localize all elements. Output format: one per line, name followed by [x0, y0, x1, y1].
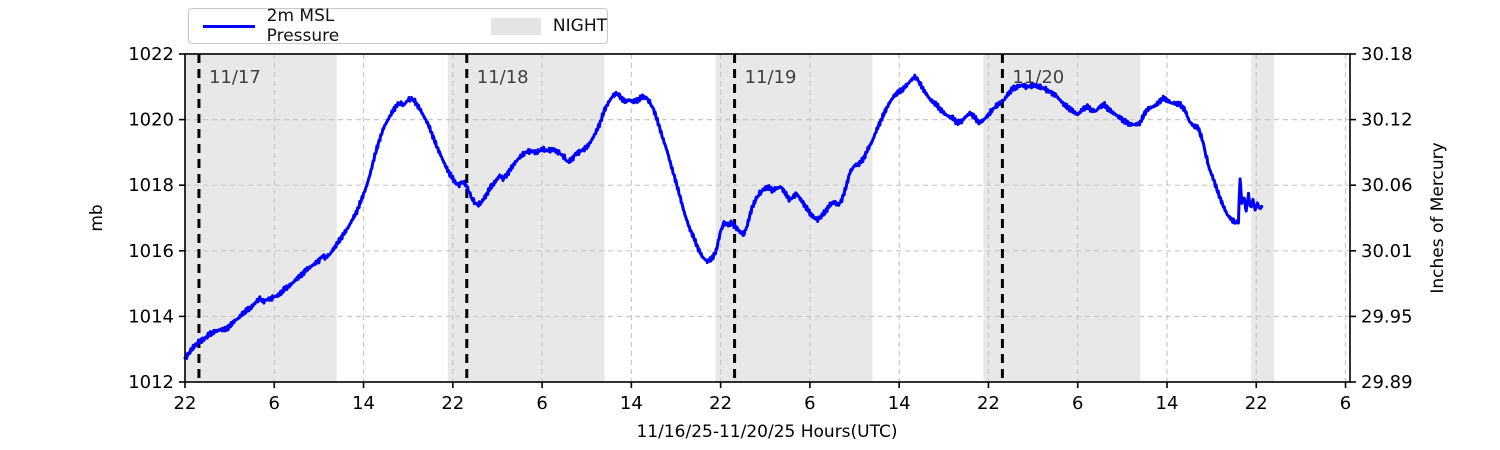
- y-tick-label-left: 1016: [128, 241, 174, 262]
- date-label: 11/18: [477, 67, 529, 88]
- y-tick-label-right: 30.18: [1361, 44, 1413, 65]
- x-tick-label: 6: [536, 393, 547, 414]
- x-tick-label: 22: [1245, 393, 1268, 414]
- x-tick-label: 14: [1156, 393, 1179, 414]
- night-band: [447, 54, 605, 382]
- x-tick-label: 14: [352, 393, 375, 414]
- x-tick-label: 14: [620, 393, 643, 414]
- night-band: [715, 54, 873, 382]
- date-label: 11/19: [745, 67, 797, 88]
- y-axis-label-left: mb: [87, 204, 107, 232]
- y-tick-label-right: 30.01: [1361, 241, 1413, 262]
- x-tick-label: 6: [804, 393, 815, 414]
- legend-label-pressure: 2m MSL Pressure: [266, 6, 340, 46]
- y-tick-label-left: 1012: [128, 372, 174, 393]
- night-swatch: [491, 17, 541, 35]
- y-tick-label-right: 30.06: [1361, 175, 1413, 196]
- x-tick-label: 22: [709, 393, 732, 414]
- y-tick-label-left: 1020: [128, 110, 174, 131]
- date-label: 11/17: [209, 67, 261, 88]
- y-tick-label-left: 1022: [128, 44, 174, 65]
- y-tick-label-left: 1014: [128, 306, 174, 327]
- plot-border: [184, 53, 1351, 383]
- x-tick-label: 22: [174, 393, 197, 414]
- x-tick-label: 6: [1340, 393, 1351, 414]
- x-tick-label: 6: [269, 393, 280, 414]
- y-tick-label-right: 29.89: [1361, 372, 1413, 393]
- night-band: [185, 54, 337, 382]
- x-tick-label: 14: [888, 393, 911, 414]
- y-tick-label-right: 30.12: [1361, 110, 1413, 131]
- y-tick-label-left: 1018: [128, 175, 174, 196]
- legend: 2m MSL Pressure NIGHT: [188, 6, 608, 46]
- y-axis-label-right: Inches of Mercury: [1428, 142, 1448, 294]
- x-tick-label: 6: [1072, 393, 1083, 414]
- night-band: [1251, 54, 1275, 382]
- pressure-line-swatch: [203, 24, 255, 28]
- y-tick-label-right: 29.95: [1361, 306, 1413, 327]
- x-tick-label: 22: [441, 393, 464, 414]
- pressure-line: [183, 73, 1264, 360]
- night-band: [983, 54, 1141, 382]
- x-tick-label: 22: [977, 393, 1000, 414]
- legend-label-night: NIGHT: [552, 16, 607, 36]
- x-axis-label: 11/16/25-11/20/25 Hours(UTC): [636, 422, 898, 442]
